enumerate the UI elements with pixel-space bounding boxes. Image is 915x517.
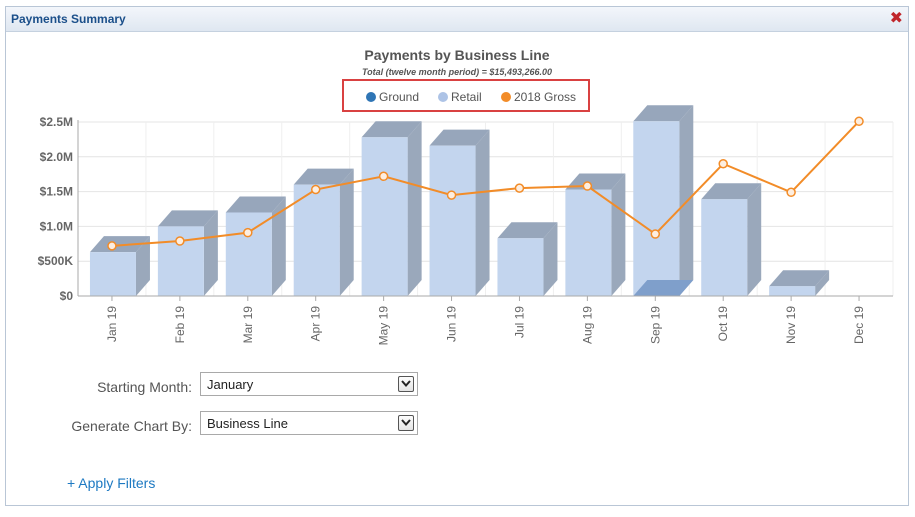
y-tick-label: $0	[60, 289, 74, 303]
x-tick-label: May 19	[377, 306, 391, 346]
legend-label[interactable]: Retail	[451, 90, 482, 104]
legend-label[interactable]: Ground	[379, 90, 419, 104]
x-tick-label: Apr 19	[309, 306, 323, 342]
bar-top	[429, 129, 490, 146]
bar-side	[203, 210, 218, 296]
starting-month-value: January	[207, 377, 254, 392]
gross-point[interactable]	[243, 227, 253, 238]
gross-line	[111, 120, 860, 247]
panel-title: Payments Summary	[11, 12, 126, 26]
bar-retail	[565, 189, 612, 296]
bar-side	[747, 183, 762, 296]
x-tick-label: Mar 19	[241, 306, 255, 344]
y-tick-label: $500K	[38, 254, 74, 268]
chart-legend: Ground Retail 2018 Gross	[366, 90, 576, 104]
chart-axes: Jan 19 Feb 19 Mar 19 Apr 19 May 19 Jun 19 Jul …	[77, 120, 893, 346]
bar-retail	[701, 199, 748, 296]
bar-top	[361, 121, 422, 138]
x-tick-label: Dec 19	[852, 306, 866, 344]
payments-chart: Payments by Business Line Total (twelve …	[38, 47, 894, 346]
x-tick-label: Sep 19	[648, 306, 662, 344]
legend-marker	[366, 92, 376, 102]
gross-point[interactable]	[718, 159, 728, 169]
gross-point[interactable]	[175, 236, 185, 246]
bar-side	[475, 129, 490, 296]
starting-month-label: Starting Month:	[97, 379, 192, 395]
bar-top	[701, 183, 762, 200]
bar-top	[157, 210, 218, 227]
generate-by-value: Business Line	[207, 416, 288, 431]
close-icon[interactable]: ✖	[889, 8, 903, 27]
bar-retail	[89, 252, 136, 296]
apply-filters-link[interactable]: + Apply Filters	[67, 475, 156, 491]
bar-side	[135, 236, 150, 296]
bar-ground	[633, 280, 694, 296]
chart-line	[107, 116, 864, 251]
gross-point[interactable]	[786, 187, 796, 198]
bar-retail	[293, 184, 340, 296]
bar-top	[225, 196, 286, 213]
bar-side	[815, 270, 830, 296]
x-tick-label: Jan 19	[105, 306, 119, 342]
legend-highlight-box	[342, 79, 590, 112]
bar-side	[543, 222, 558, 296]
x-tick-label: Feb 19	[173, 306, 187, 344]
bar-top	[769, 270, 830, 287]
gross-point[interactable]	[854, 116, 864, 127]
chevron-down-icon[interactable]	[398, 376, 414, 392]
x-tick-label: Jun 19	[445, 306, 459, 342]
gross-point[interactable]	[582, 181, 593, 191]
x-tick-label: Oct 19	[716, 306, 730, 342]
bar-side	[339, 168, 354, 296]
generate-by-select[interactable]: Business Line	[200, 411, 418, 435]
chevron-down-icon[interactable]	[398, 415, 414, 431]
gross-point[interactable]	[514, 183, 525, 193]
x-tick-label: Jul 19	[512, 306, 526, 338]
bar-side	[611, 173, 626, 296]
y-tick-label: $1.0M	[40, 219, 73, 233]
panel-titlebar: Payments Summary ✖	[6, 7, 908, 32]
bar-top	[633, 105, 694, 122]
y-tick-label: $2.5M	[40, 115, 73, 129]
chart-subtitle: Total (twelve month period) = $15,493,26…	[362, 67, 552, 77]
x-tick-label: Aug 19	[580, 306, 594, 344]
x-tick-label: Nov 19	[784, 306, 798, 344]
gross-point[interactable]	[650, 229, 661, 239]
bar-retail	[769, 286, 816, 296]
gross-point[interactable]	[310, 184, 321, 195]
gross-point[interactable]	[378, 171, 389, 182]
generate-by-label: Generate Chart By:	[71, 418, 192, 434]
y-tick-label: $2.0M	[40, 150, 73, 164]
bar-top	[293, 168, 354, 185]
bar-retail	[429, 145, 476, 296]
bar-retail	[361, 137, 408, 296]
bar-top	[497, 222, 558, 239]
chart-bars	[89, 105, 830, 296]
chart-title: Payments by Business Line	[364, 47, 549, 63]
gross-point[interactable]	[107, 241, 117, 251]
legend-marker	[501, 92, 511, 102]
legend-label[interactable]: 2018 Gross	[514, 90, 576, 104]
legend-marker	[438, 92, 448, 102]
y-tick-label: $1.5M	[40, 185, 73, 199]
gross-point[interactable]	[446, 190, 457, 200]
bar-side	[271, 196, 286, 296]
starting-month-select[interactable]: January	[200, 372, 418, 396]
bar-retail	[633, 121, 680, 296]
bar-top	[89, 236, 150, 253]
bar-side	[407, 121, 422, 296]
bar-retail	[497, 238, 544, 296]
bar-retail	[225, 212, 272, 296]
